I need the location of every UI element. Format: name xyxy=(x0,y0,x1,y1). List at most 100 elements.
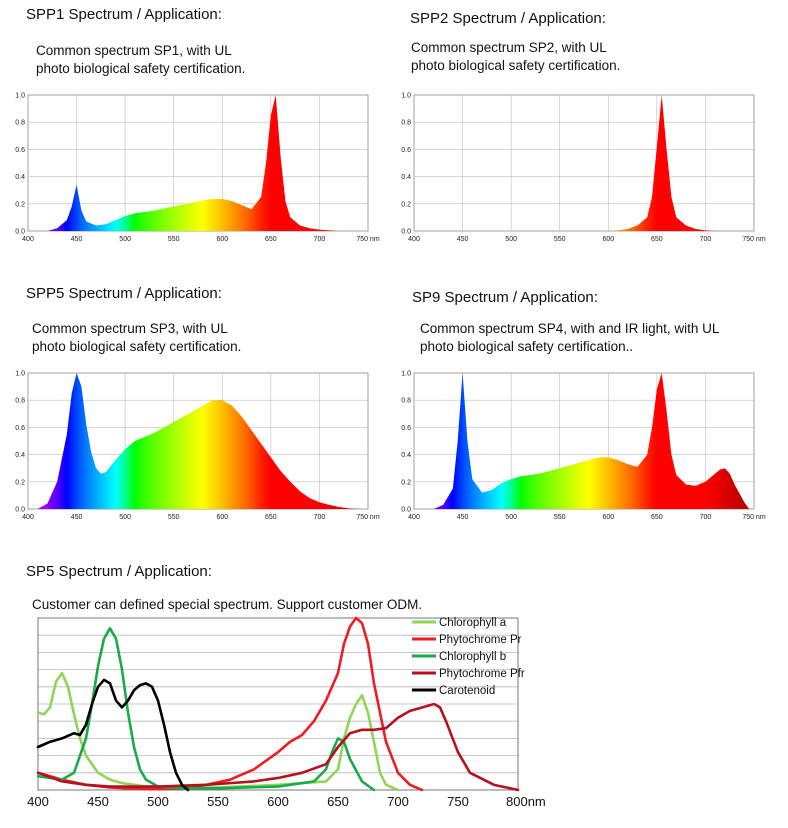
x-tick-label: 700 xyxy=(700,514,712,521)
x-tick-label: 600 xyxy=(267,794,289,809)
x-tick-label: 550 xyxy=(554,236,566,243)
spectrum-area xyxy=(47,95,359,231)
y-tick-label: 0.0 xyxy=(15,507,25,514)
panel-2-heading: SPP2 Spectrum / Application: xyxy=(410,10,606,27)
panel-3-desc: Common spectrum SP3, with UL photo biolo… xyxy=(32,320,241,356)
y-tick-label: 0.8 xyxy=(401,398,411,405)
y-tick-label: 1.0 xyxy=(15,371,25,378)
spectrum-area xyxy=(433,373,750,509)
x-tick-label: 700 xyxy=(700,236,712,243)
y-tick-label: 0.0 xyxy=(401,229,411,236)
y-tick-label: 0.4 xyxy=(15,452,25,459)
panel-5-desc: Customer can defined special spectrum. S… xyxy=(32,596,422,614)
absorption-chart-sp5: 400 450 500 550 600 650 700 750 800nm Chlorophyll… xyxy=(27,616,546,809)
x-tick-label: 500 xyxy=(147,794,169,809)
panel-4-desc: Common spectrum SP4, with and IR light, … xyxy=(420,320,719,356)
x-tick-label: 500 xyxy=(505,236,517,243)
spectrum-area xyxy=(608,95,716,231)
x-tick-label: 800nm xyxy=(506,794,546,809)
x-tick-label: 650 xyxy=(265,236,277,243)
x-tick-label: 500 xyxy=(505,514,517,521)
x-tick-label: 400 xyxy=(408,236,420,243)
y-tick-label: 0.6 xyxy=(401,147,411,154)
panel-3-heading: SPP5 Spectrum / Application: xyxy=(26,285,222,302)
x-tick-label: 400 xyxy=(22,236,34,243)
x-tick-label: 550 xyxy=(554,514,566,521)
x-tick-label: 450 xyxy=(457,514,469,521)
x-tick-label: 600 xyxy=(602,514,614,521)
panel-3-desc-line-2: photo biological safety certification. xyxy=(32,339,242,354)
x-tick-label: 600 xyxy=(602,236,614,243)
y-tick-label: 0.2 xyxy=(15,201,25,208)
x-tick-label: 750 nm xyxy=(356,236,380,243)
spectrum-chart-spp1: 400 450 500 550 600 650 700 750 nm 0.0 0.2 0.4 0.6 0… xyxy=(15,93,380,244)
y-tick-label: 0.2 xyxy=(401,201,411,208)
y-tick-label: 0.6 xyxy=(15,425,25,432)
panel-2-desc-line-1: Common spectrum SP2, with UL xyxy=(411,40,607,55)
x-tick-label: 500 xyxy=(119,236,131,243)
legend-label: Phytochrome Pfr xyxy=(439,668,525,680)
spectrum-chart-spp5: 400 450 500 550 600 650 700 750 nm 0.0 0.2 0.4 0.6 0… xyxy=(15,371,380,522)
x-tick-label: 450 xyxy=(457,236,469,243)
x-tick-label: 750 nm xyxy=(742,514,766,521)
panel-5-desc-line-1: Customer can defined special spectrum. S… xyxy=(32,597,423,612)
legend-label: Chlorophyll b xyxy=(439,651,506,663)
y-tick-label: 0.0 xyxy=(401,507,411,514)
x-tick-label: 750 xyxy=(447,794,469,809)
panel-1-desc-line-2: photo biological safety certification. xyxy=(36,61,246,76)
x-tick-label: 400 xyxy=(408,514,420,521)
spectrum-chart-sp9: 400 450 500 550 600 650 700 750 nm 0.0 0.2 0.4 0.6 0… xyxy=(401,371,766,522)
panel-1-desc-line-1: Common spectrum SP1, with UL xyxy=(36,43,232,58)
x-tick-label: 550 xyxy=(168,236,180,243)
y-tick-label: 0.0 xyxy=(15,229,25,236)
y-tick-label: 0.2 xyxy=(15,479,25,486)
y-tick-label: 0.4 xyxy=(401,452,411,459)
series-line-4 xyxy=(36,678,190,792)
x-tick-label: 600 xyxy=(216,236,228,243)
x-tick-label: 700 xyxy=(387,794,409,809)
x-tick-label: 750 nm xyxy=(742,236,766,243)
x-tick-label: 700 xyxy=(314,236,326,243)
x-tick-label: 550 xyxy=(168,514,180,521)
y-tick-label: 0.2 xyxy=(401,479,411,486)
panel-4-desc-line-1: Common spectrum SP4, with and IR light, … xyxy=(420,321,720,336)
x-tick-label: 650 xyxy=(327,794,349,809)
y-tick-label: 1.0 xyxy=(15,93,25,100)
series-line-1 xyxy=(36,616,424,792)
x-tick-label: 450 xyxy=(87,794,109,809)
spectrum-chart-spp2: 400 450 500 550 600 650 700 750 nm 0.0 0.2 0.4 0.6 0… xyxy=(401,93,766,244)
x-tick-label: 700 xyxy=(314,514,326,521)
y-tick-label: 0.8 xyxy=(401,120,411,127)
y-tick-label: 0.8 xyxy=(15,120,25,127)
panel-4-desc-line-2: photo biological safety certification.. xyxy=(420,339,634,354)
panel-2-desc: Common spectrum SP2, with UL photo biolo… xyxy=(411,39,620,75)
y-tick-label: 0.4 xyxy=(15,174,25,181)
panel-5-heading: SP5 Spectrum / Application: xyxy=(26,563,212,580)
y-tick-label: 0.6 xyxy=(15,147,25,154)
x-tick-label: 500 xyxy=(119,514,131,521)
series-line-3 xyxy=(36,702,520,792)
x-tick-label: 600 xyxy=(216,514,228,521)
plot-frame xyxy=(37,617,519,791)
x-tick-label: 400 xyxy=(22,514,34,521)
x-tick-label: 450 xyxy=(71,236,83,243)
legend-label: Phytochrome Pr xyxy=(439,634,522,646)
panel-1-heading: SPP1 Spectrum / Application: xyxy=(26,6,222,23)
x-tick-label: 650 xyxy=(265,514,277,521)
legend-label: Chlorophyll a xyxy=(439,617,507,629)
y-tick-label: 1.0 xyxy=(401,93,411,100)
panel-2-desc-line-2: photo biological safety certification. xyxy=(411,58,621,73)
x-tick-label: 450 xyxy=(71,514,83,521)
y-tick-label: 0.8 xyxy=(15,398,25,405)
x-tick-label: 550 xyxy=(207,794,229,809)
panel-3-desc-line-1: Common spectrum SP3, with UL xyxy=(32,321,228,336)
x-tick-label: 750 nm xyxy=(356,514,380,521)
panel-4-heading: SP9 Spectrum / Application: xyxy=(412,289,598,306)
y-tick-label: 0.4 xyxy=(401,174,411,181)
x-tick-label: 650 xyxy=(651,514,663,521)
y-tick-label: 1.0 xyxy=(401,371,411,378)
x-tick-label: 650 xyxy=(651,236,663,243)
legend-label: Carotenoid xyxy=(439,685,495,697)
x-tick-label: 400 xyxy=(27,794,49,809)
y-tick-label: 0.6 xyxy=(401,425,411,432)
